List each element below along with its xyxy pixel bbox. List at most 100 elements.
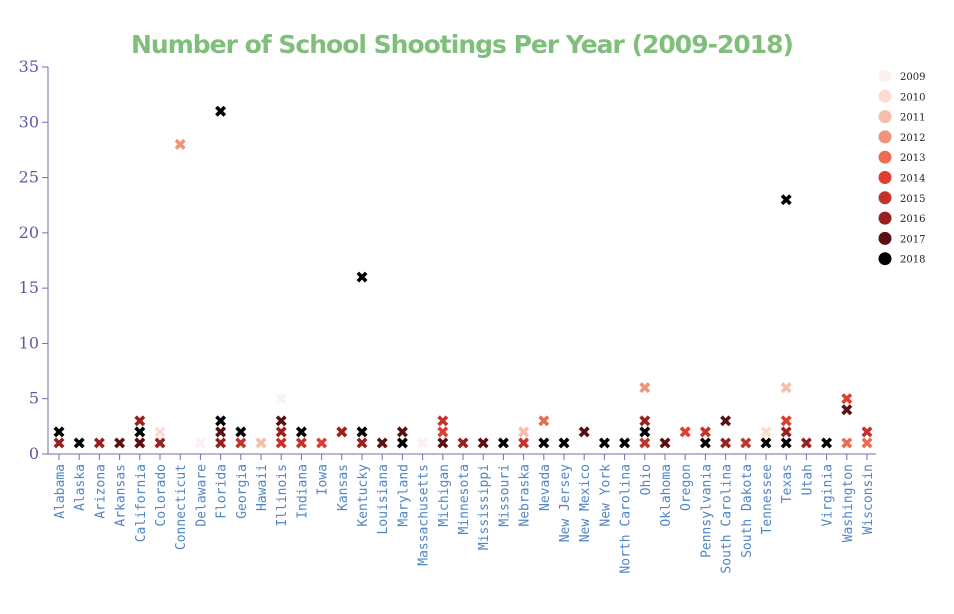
data-point	[841, 437, 853, 449]
data-point	[578, 426, 590, 438]
legend-swatch	[878, 69, 892, 83]
data-point	[275, 437, 287, 449]
y-tick-label: 5	[29, 389, 39, 408]
data-point	[457, 437, 469, 449]
x-tick-label: Washington	[841, 464, 856, 542]
data-point	[356, 426, 368, 438]
x-tick-label: New York	[598, 464, 613, 527]
data-point	[417, 437, 429, 449]
x-tick-label: Wisconsin	[861, 464, 876, 534]
y-tick-label: 20	[19, 223, 39, 242]
data-point	[275, 426, 287, 438]
data-point	[174, 138, 186, 150]
data-point	[53, 426, 65, 438]
x-tick-label: Hawaii	[255, 464, 270, 511]
data-point	[659, 437, 671, 449]
x-tick-label: Alaska	[73, 464, 88, 511]
x-tick-label: Iowa	[316, 464, 331, 495]
legend-label: 2018	[900, 255, 925, 266]
data-point	[598, 437, 610, 449]
x-tick-label: Alabama	[53, 464, 68, 519]
data-point	[73, 437, 85, 449]
x-tick-label: North Carolina	[619, 464, 634, 574]
x-tick-label: Massachusetts	[417, 464, 432, 566]
data-point	[215, 437, 227, 449]
legend-swatch	[878, 231, 892, 245]
x-tick-label: Missouri	[497, 464, 512, 527]
data-point	[639, 426, 651, 438]
data-point	[154, 426, 166, 438]
data-point	[699, 437, 711, 449]
x-tick-label: Oklahoma	[659, 464, 674, 527]
data-point	[134, 426, 146, 438]
data-point	[518, 426, 530, 438]
x-tick-label: Pennsylvania	[699, 464, 714, 558]
data-point	[841, 393, 853, 405]
data-point	[740, 437, 752, 449]
y-tick-label: 10	[19, 333, 39, 352]
data-point	[639, 437, 651, 449]
legend-label: 2011	[900, 113, 925, 124]
legend-label: 2017	[900, 234, 925, 245]
x-tick-label: South Dakota	[740, 464, 755, 558]
x-tick-label: Louisiana	[376, 464, 391, 534]
data-marks	[53, 105, 873, 449]
data-point	[336, 426, 348, 438]
legend-label: 2010	[900, 92, 925, 103]
x-tick-label: Connecticut	[174, 464, 189, 550]
x-tick-label: Ohio	[639, 464, 654, 495]
data-point	[639, 382, 651, 394]
data-point	[316, 437, 328, 449]
legend-swatch	[878, 211, 892, 225]
x-tick-label: Mississippi	[477, 464, 492, 550]
data-point	[356, 271, 368, 283]
legend-swatch	[878, 130, 892, 144]
data-point	[497, 437, 509, 449]
data-point	[780, 426, 792, 438]
x-tick-label: New Mexico	[578, 464, 593, 542]
x-tick-label: Michigan	[437, 464, 452, 527]
data-point	[53, 437, 65, 449]
data-point	[619, 437, 631, 449]
data-point	[295, 426, 307, 438]
x-tick-label: Illinois	[275, 464, 290, 527]
data-point	[376, 437, 388, 449]
x-tick-label: Maryland	[396, 464, 411, 527]
legend: 2009 2010 2011 2012 2013 2014 2015 2016 2017 2018	[878, 69, 925, 266]
x-tick-label: California	[134, 464, 149, 542]
data-point	[134, 415, 146, 427]
legend-label: 2014	[900, 174, 925, 185]
data-point	[538, 415, 550, 427]
x-tick-label: Tennessee	[760, 464, 775, 535]
x-tick-label: Georgia	[235, 464, 250, 519]
data-point	[396, 426, 408, 438]
data-point	[558, 437, 570, 449]
data-point	[821, 437, 833, 449]
data-point	[679, 426, 691, 438]
chart-title: Number of School Shootings Per Year (200…	[131, 30, 793, 59]
data-point	[255, 437, 267, 449]
data-point	[154, 437, 166, 449]
data-point	[760, 426, 772, 438]
x-tick-label: Arkansas	[114, 464, 129, 527]
data-point	[538, 437, 550, 449]
data-point	[114, 437, 126, 449]
data-point	[356, 437, 368, 449]
x-tick-label: Nebraska	[518, 464, 533, 527]
data-point	[134, 437, 146, 449]
x-tick-label: Florida	[215, 464, 230, 519]
data-point	[194, 437, 206, 449]
legend-swatch	[878, 89, 892, 103]
x-tick-label: Utah	[800, 464, 815, 495]
legend-swatch	[878, 252, 892, 266]
data-point	[396, 437, 408, 449]
data-point	[437, 437, 449, 449]
x-tick-label: Arizona	[93, 464, 108, 519]
data-point	[437, 426, 449, 438]
data-point	[780, 194, 792, 206]
data-point	[841, 404, 853, 416]
data-point	[93, 437, 105, 449]
data-point	[780, 415, 792, 427]
legend-swatch	[878, 110, 892, 124]
